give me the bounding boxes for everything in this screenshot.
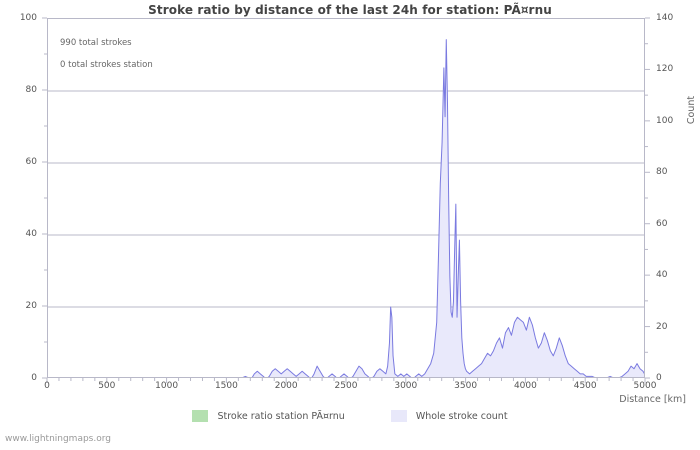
legend-label: Whole stroke count — [415, 410, 508, 422]
y-right-tick-label: 60 — [656, 218, 668, 229]
x-tick-label: 0 — [44, 381, 50, 391]
x-tick-labels: 0 500 1000 1500 2000 2500 3000 3500 4000 4500 5000 — [0, 381, 700, 397]
x-tick-label: 4000 — [513, 381, 537, 391]
x-tick-label: 2500 — [334, 381, 358, 391]
y-left-tick-label: 100 — [19, 13, 37, 23]
y-right-tick-labels: 0 20 40 60 80 100 120 140 — [646, 0, 700, 396]
x-tick-label: 500 — [98, 381, 116, 391]
y-right-axis-label: Count — [686, 95, 697, 125]
x-tick-label: 3000 — [394, 381, 418, 391]
x-tick-label: 5000 — [633, 381, 657, 391]
whole-stroke-count-line — [242, 39, 644, 377]
y-left-tick-labels: 0 20 40 60 80 100 — [0, 0, 44, 396]
y-right-tick-label: 80 — [656, 167, 668, 178]
legend-item[interactable]: Stroke ratio station PÃ¤rnu — [192, 410, 345, 422]
y-right-tick-label: 20 — [656, 321, 668, 332]
x-tick-label: 1500 — [214, 381, 238, 391]
y-left-tick-label: 20 — [25, 301, 37, 311]
x-axis-label: Distance [km] — [619, 394, 686, 405]
y-right-tick-label: 100 — [656, 115, 674, 126]
y-left-tick-label: 40 — [25, 229, 37, 239]
legend-item[interactable]: Whole stroke count — [390, 410, 508, 422]
y-left-tick-label: 60 — [25, 157, 37, 167]
legend-swatch-icon — [390, 410, 407, 422]
chart-title: Stroke ratio by distance of the last 24h… — [148, 3, 552, 17]
data-plot — [48, 39, 644, 377]
y-left-tick-label: 80 — [25, 85, 37, 95]
y-right-tick-label: 140 — [656, 13, 674, 23]
x-tick-label: 1000 — [155, 381, 179, 391]
y-right-tick-label: 120 — [656, 64, 674, 75]
x-tick-label: 3500 — [454, 381, 478, 391]
legend-swatch-icon — [192, 410, 209, 422]
legend-label: Stroke ratio station PÃ¤rnu — [217, 410, 345, 422]
x-tick-label: 4500 — [573, 381, 597, 391]
y-right-tick-label: 40 — [656, 270, 668, 281]
plot-area: 990 total strokes 0 total strokes statio… — [47, 18, 645, 378]
chart-legend: Stroke ratio station PÃ¤rnu Whole stroke … — [0, 410, 700, 422]
y-right-tick-label: 0 — [656, 373, 662, 383]
whole-stroke-count-area — [244, 39, 644, 377]
footer-url: www.lightningmaps.org — [5, 434, 111, 444]
y-left-tick-label: 0 — [31, 373, 37, 383]
x-tick-label: 2000 — [274, 381, 298, 391]
